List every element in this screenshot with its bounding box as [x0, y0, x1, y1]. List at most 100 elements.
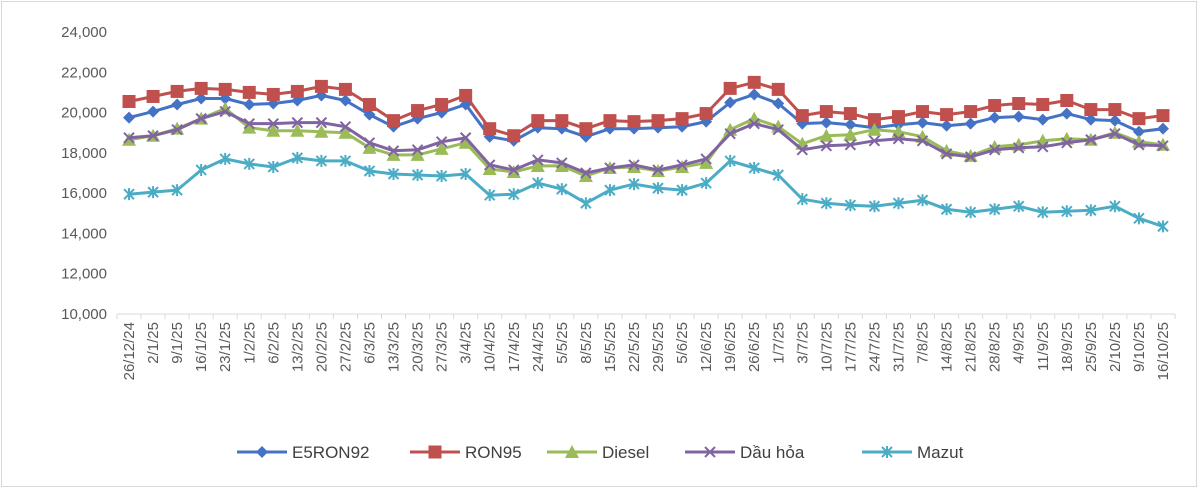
- x-tick-label: 2/10/25: [1107, 322, 1124, 372]
- y-tick-label: 18,000: [61, 145, 107, 162]
- data-point: [772, 123, 784, 136]
- data-point: [844, 199, 857, 212]
- x-tick-label: 18/9/25: [1059, 322, 1076, 372]
- x-tick-label: 1/7/25: [770, 322, 787, 364]
- data-point: [724, 96, 737, 109]
- series-dầu-hỏa: [123, 105, 1169, 179]
- data-point: [1156, 122, 1169, 135]
- x-tick-label: 27/2/25: [337, 322, 354, 372]
- data-point: [243, 117, 255, 130]
- data-point: [940, 119, 953, 132]
- series-mazut: [123, 151, 1169, 233]
- y-tick-label: 12,000: [61, 266, 107, 283]
- data-point: [772, 169, 784, 182]
- data-point: [411, 144, 424, 156]
- x-tick-label: 2/1/25: [145, 322, 162, 364]
- data-point: [1157, 140, 1169, 152]
- y-tick-label: 10,000: [61, 306, 107, 323]
- data-point: [314, 79, 328, 93]
- data-point: [844, 139, 857, 151]
- data-point: [411, 104, 425, 118]
- x-tick-label: 26/12/24: [121, 322, 138, 380]
- data-point: [1012, 97, 1026, 111]
- x-tick-label: 1/2/25: [241, 322, 258, 364]
- data-point: [532, 177, 544, 190]
- data-point: [459, 88, 473, 102]
- data-point: [940, 148, 953, 160]
- data-point: [578, 169, 593, 183]
- data-point: [676, 184, 688, 197]
- data-point: [580, 197, 592, 210]
- legend: E5RON92 RON95 Diesel Dầu hỏa Mazut: [237, 443, 964, 462]
- data-point: [411, 169, 424, 182]
- data-point: [242, 120, 257, 134]
- data-point: [964, 206, 977, 219]
- x-tick-label: 23/1/25: [217, 322, 234, 372]
- data-point: [1108, 103, 1122, 117]
- data-point: [988, 111, 1001, 124]
- data-point: [988, 99, 1002, 113]
- data-point: [964, 117, 977, 130]
- data-point: [843, 107, 857, 121]
- data-point: [1084, 113, 1097, 126]
- data-point: [628, 178, 640, 191]
- x-tick-label: 10/4/25: [482, 322, 499, 372]
- data-point: [339, 154, 352, 167]
- data-point: [315, 116, 328, 129]
- data-point: [892, 133, 905, 145]
- data-point: [1037, 206, 1049, 219]
- data-point: [747, 75, 761, 89]
- data-point: [771, 82, 785, 96]
- data-point: [604, 184, 616, 197]
- series-ron95: [122, 75, 1170, 143]
- x-tick-label: 7/8/25: [915, 322, 932, 364]
- x-tick-label: 6/2/25: [265, 322, 282, 364]
- legend-label: E5RON92: [292, 443, 369, 462]
- data-point: [652, 182, 664, 195]
- data-point: [195, 112, 207, 125]
- data-point: [483, 159, 496, 171]
- data-point: [627, 115, 641, 129]
- data-point: [123, 188, 135, 201]
- data-point: [964, 151, 977, 163]
- x-tick-label: 10/7/25: [818, 322, 835, 372]
- data-point: [483, 189, 496, 202]
- data-point: [123, 111, 136, 124]
- data-point: [1060, 93, 1074, 107]
- data-point: [700, 177, 712, 190]
- data-point: [508, 164, 520, 176]
- data-point: [458, 135, 473, 149]
- data-point: [964, 105, 978, 119]
- data-point: [988, 144, 1001, 156]
- x-tick-label: 24/4/25: [530, 322, 547, 372]
- data-point: [1133, 212, 1145, 225]
- data-point: [1012, 110, 1025, 123]
- legend-label: RON95: [465, 443, 522, 462]
- legend-label: Mazut: [917, 443, 964, 462]
- data-point: [675, 112, 689, 126]
- legend-item: Mazut: [862, 443, 964, 462]
- x-tick-label: 31/7/25: [890, 322, 907, 372]
- data-point: [147, 186, 159, 199]
- data-point: [530, 158, 545, 172]
- x-tick-label: 4/9/25: [1011, 322, 1028, 364]
- data-point: [410, 147, 425, 161]
- data-point: [724, 128, 736, 140]
- x-tick-label: 25/9/25: [1083, 322, 1100, 372]
- data-point: [122, 94, 136, 108]
- x-tick-label: 27/3/25: [434, 322, 451, 372]
- data-point: [1037, 141, 1049, 153]
- data-point: [435, 136, 448, 148]
- data-point: [892, 197, 905, 210]
- data-point: [1133, 139, 1145, 151]
- data-point: [748, 161, 760, 174]
- data-point: [820, 116, 833, 129]
- data-point: [459, 168, 472, 181]
- data-point: [338, 82, 352, 96]
- data-point: [387, 145, 400, 157]
- data-point: [242, 85, 256, 99]
- data-point: [700, 153, 712, 165]
- x-tick-label: 9/10/25: [1131, 322, 1148, 372]
- data-point: [195, 92, 208, 105]
